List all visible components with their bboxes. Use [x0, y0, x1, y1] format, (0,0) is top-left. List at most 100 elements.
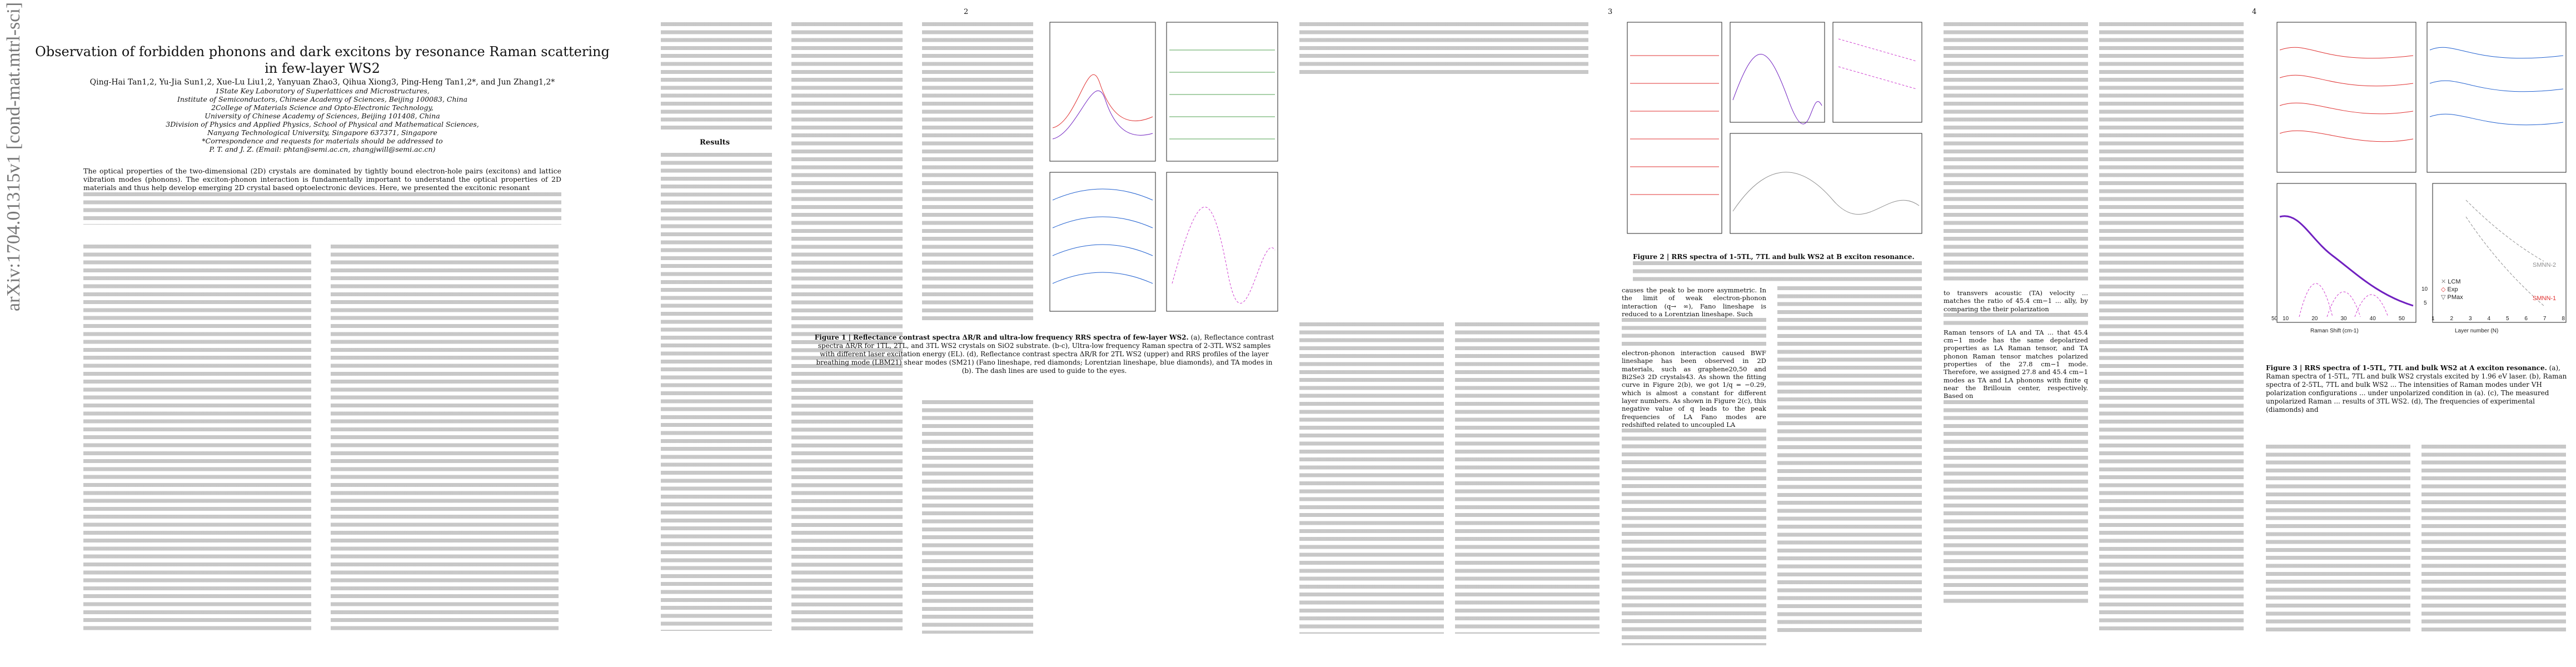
panel-a — [2276, 22, 2416, 173]
page-number: 2 — [964, 8, 969, 16]
arxiv-stamp: arXiv:1704.01315v1 [cond-mat.mtrl-sci] 5… — [3, 0, 24, 311]
page-2: 2 Results Figure 1 | Reflectance contras… — [644, 0, 1288, 667]
column-text: causes the peak to be more asymmetric. I… — [1622, 286, 1766, 646]
affiliation: Nanyang Technological University, Singap… — [207, 128, 437, 137]
text-filler — [1944, 400, 2088, 606]
spectrum-stack — [1169, 49, 1275, 140]
triangle-marker-icon: ▽ — [2441, 294, 2448, 301]
fig3d-xticks: 1 2 3 4 5 6 7 8 — [2431, 316, 2565, 322]
fig3d-legend: ✕ LCM ◇ Exp ▽ PMax — [2441, 278, 2463, 301]
tick-label: 10 — [2283, 316, 2289, 322]
text-top — [1299, 22, 1588, 78]
legend-exp: ◇ Exp — [2441, 286, 2458, 293]
tick-label: 50 — [2398, 316, 2405, 322]
panel-c — [2276, 183, 2416, 323]
tick-label: 20 — [2311, 316, 2318, 322]
tick-label: 3 — [2468, 316, 2472, 322]
tick-label: 30 — [2340, 316, 2347, 322]
tick-label: 40 — [2369, 316, 2376, 322]
legend-pmax: ▽ PMax — [2441, 294, 2463, 301]
panel-d — [1730, 133, 1922, 234]
column-left — [661, 153, 772, 631]
diamond-marker-icon: ◇ — [2441, 286, 2448, 293]
affiliation: 3Division of Physics and Applied Physics… — [166, 120, 479, 128]
fit-components — [2299, 283, 2389, 317]
caption-body: (a), Raman spectra of 1-5TL, 7TL and bul… — [2266, 364, 2567, 414]
fig3c-xlabel: Raman Shift (cm-1) — [2310, 328, 2359, 334]
tick-label: 2 — [2450, 316, 2454, 322]
figure-2 — [1627, 22, 1922, 234]
paragraph-snippet: causes the peak to be more asymmetric. I… — [1622, 286, 1766, 318]
abstract-continued — [83, 192, 561, 225]
caption-body — [1633, 261, 1922, 283]
spectrum-stack — [1052, 188, 1153, 284]
column-text: to transvers acoustic (TA) velocity ... … — [1944, 289, 2088, 606]
authors: Qing-Hai Tan1,2, Yu-Jia Sun1,2, Xue-Lu L… — [89, 78, 555, 87]
spectrum-stack — [2279, 47, 2414, 142]
caption-body: (a), Reflectance contrast spectra ΔR/R f… — [816, 334, 1274, 375]
page-number: 3 — [1608, 8, 1613, 16]
panel-c — [1832, 22, 1922, 123]
fano-fit — [1732, 54, 1822, 125]
label-sm-nn1: SMNN-1 — [2533, 295, 2557, 302]
text-filler — [1622, 429, 1766, 646]
lcm-curve — [2465, 216, 2544, 306]
rrs-profile — [1172, 207, 1275, 303]
panel-a — [1627, 22, 1722, 234]
affiliation: University of Chinese Academy of Science… — [205, 112, 440, 120]
spectrum-stack — [1630, 55, 1719, 195]
author-list: Qing-Hai Tan1,2, Yu-Jia Sun1,2, Xue-Lu L… — [33, 78, 611, 153]
abstract: The optical properties of the two-dimens… — [83, 167, 561, 225]
tick-label: 7 — [2543, 316, 2547, 322]
correspondence: *Correspondence and requests for materia… — [202, 137, 443, 145]
figure-1 — [1049, 22, 1278, 312]
column-right-bottom — [922, 400, 1033, 634]
column-right-top — [922, 22, 1033, 322]
page-1: arXiv:1704.01315v1 [cond-mat.mtrl-sci] 5… — [0, 0, 644, 667]
affiliation: Institute of Semiconductors, Chinese Aca… — [177, 95, 468, 103]
panel-d — [2432, 183, 2567, 323]
tick-label: 8 — [2562, 316, 2565, 322]
caption-title: Figure 2 | RRS spectra of 1-5TL, 7TL and… — [1633, 253, 1915, 261]
paragraph-snippet: to transvers acoustic (TA) velocity ... … — [1944, 289, 2088, 313]
panel-b — [1730, 22, 1825, 123]
column-left-top — [1944, 22, 2088, 283]
spectrum-curve — [1052, 74, 1153, 128]
section-heading: Results — [700, 138, 730, 147]
caption-title: Figure 1 | Reflectance contrast spectra … — [814, 334, 1189, 341]
tick-label: 5 — [2505, 316, 2509, 322]
correspondence-email: P. T. and J. Z. (Email: phtan@semi.ac.cn… — [209, 145, 436, 153]
panel-b — [1166, 22, 1278, 162]
text-filler — [1944, 312, 2088, 328]
frequency-trend — [1838, 38, 1917, 89]
abstract-text: The optical properties of the two-dimens… — [83, 167, 561, 192]
column-right — [2421, 445, 2566, 634]
column-left — [1299, 322, 1444, 634]
paragraph-snippet: electron-phonon interaction caused BWF l… — [1622, 349, 1766, 429]
affiliation: 1State Key Laboratory of Superlattices a… — [215, 87, 430, 95]
column-right — [331, 245, 559, 634]
panel-c — [1049, 172, 1156, 312]
tick-label: 4 — [2487, 316, 2491, 322]
column-middle — [2099, 22, 2244, 634]
tick-label: 6 — [2524, 316, 2528, 322]
paper-title: Observation of forbidden phonons and dar… — [35, 44, 610, 76]
spectrum-curve — [1052, 90, 1153, 140]
fig3c-xticks: 10 20 30 40 50 — [2283, 316, 2405, 322]
column-right — [1777, 286, 1922, 634]
tick-label: 10 — [2421, 286, 2428, 292]
spectrum-curve — [1732, 172, 1920, 215]
figure-2-caption: Figure 2 | RRS spectra of 1-5TL, 7TL and… — [1633, 253, 1922, 283]
tick-label: 5 — [2424, 300, 2427, 306]
page-number: 4 — [2252, 8, 2257, 16]
column-middle — [1455, 322, 1600, 634]
page-3: 3 causes the peak to be more asymmetric.… — [1288, 0, 1932, 667]
column-left-top — [661, 22, 772, 133]
column-right-left — [2266, 445, 2410, 634]
fig3d-xlabel: Layer number (N) — [2455, 328, 2499, 334]
legend-lcm: ✕ LCM — [2441, 278, 2461, 285]
column-middle — [791, 22, 903, 634]
label-sm-nn2: SMNN-2 — [2533, 262, 2557, 268]
figure-1-caption: Figure 1 | Reflectance contrast spectra … — [811, 334, 1278, 375]
tick-label: 50 — [2271, 316, 2278, 322]
